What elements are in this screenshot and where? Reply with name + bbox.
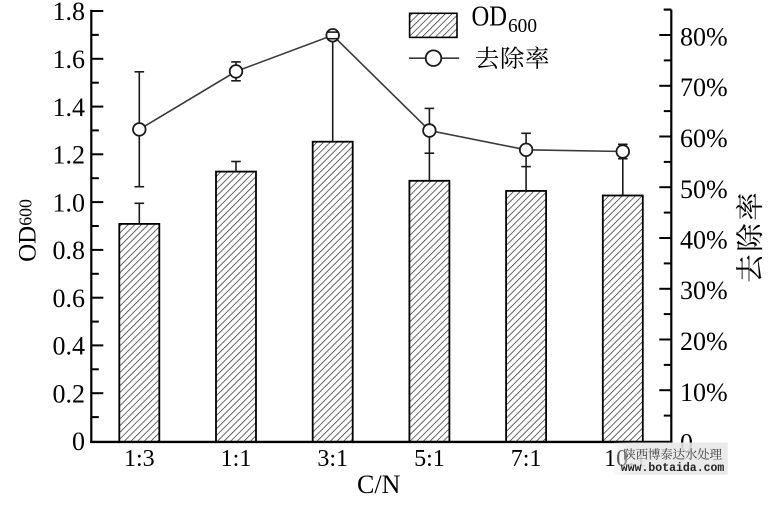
svg-text:5:1: 5:1 [414,446,445,472]
svg-text:1.6: 1.6 [53,45,86,74]
svg-text:OD: OD [472,1,508,32]
svg-text:1.8: 1.8 [53,0,86,26]
svg-text:10%: 10% [680,378,728,407]
svg-text:OD600: OD600 [15,199,42,262]
svg-text:70%: 70% [680,73,728,102]
svg-text:60%: 60% [680,124,728,153]
svg-text:3:1: 3:1 [317,446,348,472]
svg-text:0.4: 0.4 [53,332,86,361]
svg-text:0.6: 0.6 [53,284,86,313]
svg-text:www.botaida.com: www.botaida.com [621,462,725,475]
svg-text:600: 600 [508,15,537,37]
svg-text:50%: 50% [680,175,728,204]
svg-text:1.2: 1.2 [53,141,86,170]
svg-text:0: 0 [72,427,85,456]
svg-text:C/N: C/N [357,470,401,499]
svg-text:1:1: 1:1 [221,446,252,472]
svg-text:1.4: 1.4 [53,93,86,122]
svg-text:1.0: 1.0 [53,188,86,217]
svg-text:0.2: 0.2 [53,379,86,408]
svg-text:0.8: 0.8 [53,236,86,265]
svg-text:1:3: 1:3 [124,446,155,472]
svg-text:40%: 40% [680,226,728,255]
svg-text:20%: 20% [680,327,728,356]
svg-text:7:1: 7:1 [511,446,542,472]
svg-text:30%: 30% [680,276,728,305]
svg-text:80%: 80% [680,23,728,52]
